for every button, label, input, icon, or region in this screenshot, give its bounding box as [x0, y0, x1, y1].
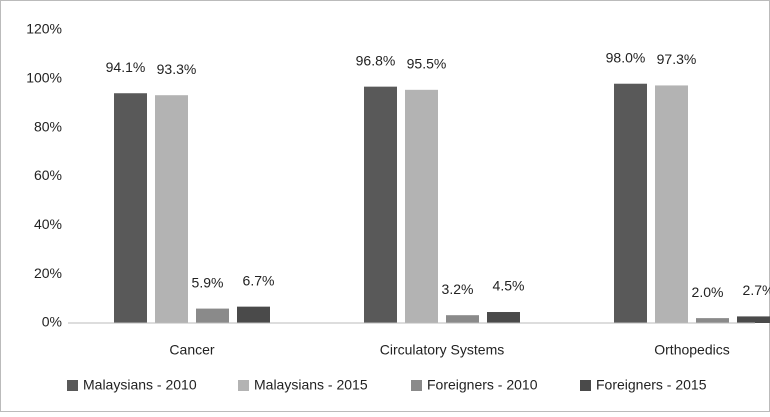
y-tick-label: 80% — [34, 118, 62, 134]
legend-label: Foreigners - 2010 — [427, 377, 538, 393]
legend-label: Foreigners - 2015 — [596, 377, 707, 393]
bar — [487, 312, 520, 323]
y-tick-label: 60% — [34, 167, 62, 183]
legend-label: Malaysians - 2010 — [83, 377, 197, 393]
data-label: 3.2% — [442, 281, 474, 297]
x-tick-label: Cancer — [169, 342, 214, 358]
bar — [614, 83, 647, 323]
x-tick-label: Orthopedics — [654, 342, 729, 358]
y-tick-label: 20% — [34, 265, 62, 281]
data-label: 6.7% — [243, 272, 275, 288]
y-tick-label: 0% — [42, 314, 62, 330]
data-label: 2.7% — [743, 282, 770, 298]
legend-swatch — [67, 380, 78, 391]
bar — [737, 316, 770, 323]
data-label: 95.5% — [407, 56, 447, 72]
data-label: 4.5% — [493, 278, 525, 294]
bar — [155, 95, 188, 323]
legend-swatch — [238, 380, 249, 391]
bar — [114, 93, 147, 323]
data-label: 5.9% — [192, 274, 224, 290]
y-tick-label: 100% — [26, 70, 62, 86]
bar — [196, 308, 229, 323]
legend-label: Malaysians - 2015 — [254, 377, 368, 393]
bar — [655, 85, 688, 323]
data-label: 97.3% — [657, 51, 697, 67]
legend-swatch — [580, 380, 591, 391]
bar — [696, 318, 729, 323]
bar — [405, 89, 438, 323]
legend-swatch — [411, 380, 422, 391]
data-label: 96.8% — [356, 52, 396, 68]
data-label: 98.0% — [606, 49, 646, 65]
bar — [446, 315, 479, 323]
y-tick-label: 40% — [34, 216, 62, 232]
data-label: 94.1% — [106, 59, 146, 75]
bar — [237, 306, 270, 323]
bar — [364, 86, 397, 323]
data-label: 93.3% — [157, 61, 197, 77]
y-tick-label: 120% — [26, 21, 62, 37]
data-label: 2.0% — [692, 284, 724, 300]
x-tick-label: Circulatory Systems — [380, 342, 504, 358]
